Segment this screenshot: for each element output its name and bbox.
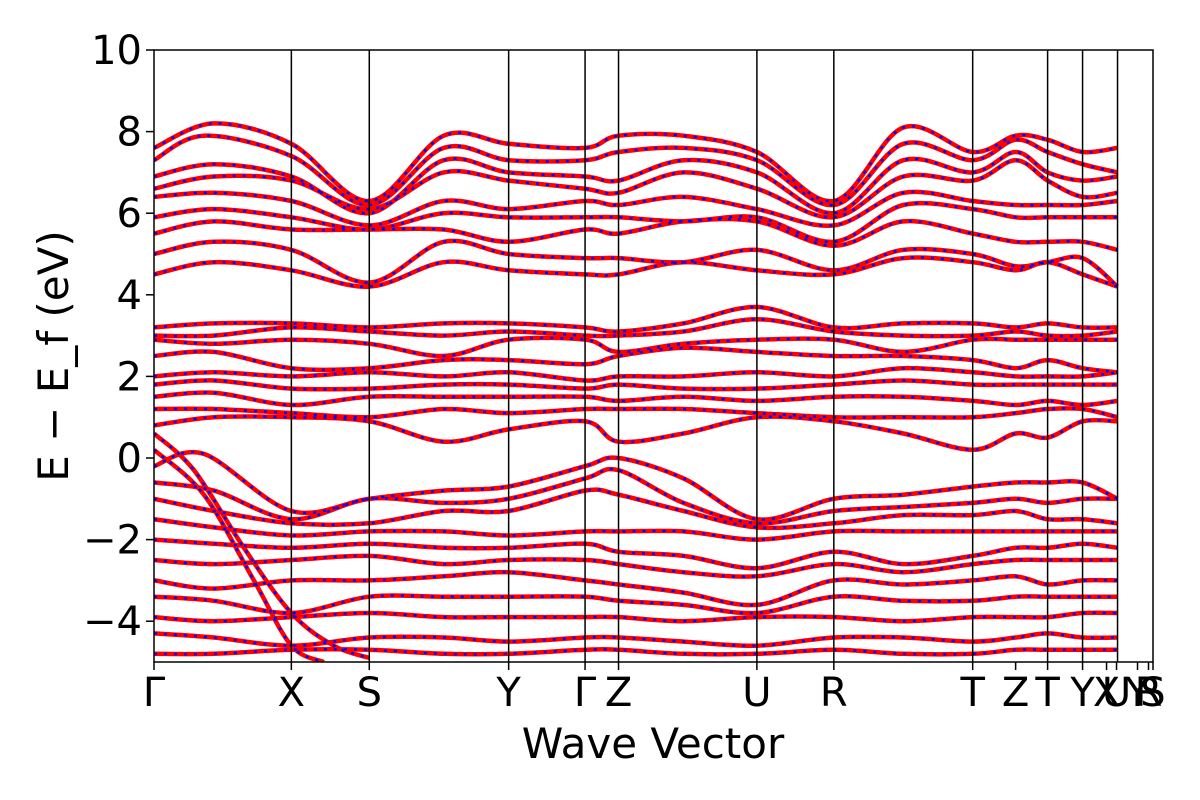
y-axis-label: E − E_f (eV) xyxy=(29,230,78,481)
band-line-blue xyxy=(154,611,1118,623)
x-tick-label: U xyxy=(742,670,771,716)
bands-layer xyxy=(154,121,1119,662)
y-tick-label: −2 xyxy=(83,518,142,564)
x-tick-label: X xyxy=(278,670,305,716)
band-line-blue xyxy=(154,256,1118,288)
band-line-blue xyxy=(154,594,1118,615)
x-tick-label: Y xyxy=(1124,670,1150,716)
x-tick-label: Z xyxy=(605,670,632,716)
band-line-blue xyxy=(154,122,1118,203)
x-tick-label: X xyxy=(1093,670,1120,716)
band-line-blue xyxy=(154,346,1118,374)
x-tick-label: T xyxy=(959,670,985,716)
band-line-blue xyxy=(154,158,1118,219)
x-tick-label: U xyxy=(1102,670,1131,716)
band-line-blue xyxy=(154,554,1118,578)
y-tick-label: 0 xyxy=(117,436,142,482)
band-line-blue xyxy=(154,318,1118,338)
band-line-blue xyxy=(154,379,1118,391)
x-tick-label: T xyxy=(1034,670,1060,716)
band-line-blue xyxy=(154,538,1118,570)
band-line-blue xyxy=(154,517,1118,541)
plot-frame xyxy=(153,49,1154,663)
band-line-blue xyxy=(154,190,1118,228)
x-tick-label: Γ xyxy=(574,670,597,716)
band-line-blue xyxy=(154,448,325,662)
x-tick-label: R xyxy=(1135,670,1163,716)
band-line-blue xyxy=(154,648,1118,656)
y-tick-label: 8 xyxy=(117,110,142,156)
x-tick-label: Y xyxy=(1069,670,1095,716)
x-tick-label: Γ xyxy=(143,670,166,716)
band-line-blue xyxy=(154,407,1118,419)
y-tick-label: 2 xyxy=(117,354,142,400)
band-line-blue xyxy=(154,305,1118,333)
y-tick-label: 10 xyxy=(91,28,142,74)
band-line-blue xyxy=(154,336,1118,358)
y-tick-label: 6 xyxy=(117,191,142,237)
y-tick-label: −4 xyxy=(83,599,142,645)
band-line-blue xyxy=(154,150,1118,215)
band-line-blue xyxy=(154,432,370,660)
band-line-blue xyxy=(154,217,1118,252)
x-axis-label: Wave Vector xyxy=(522,719,785,768)
x-tick-label: R xyxy=(820,670,848,716)
y-axis-ticks: −4 −2 0 2 4 6 8 10 xyxy=(83,28,154,645)
band-line-blue xyxy=(154,366,1118,382)
y-tick-label: 4 xyxy=(117,273,142,319)
band-line-blue xyxy=(154,415,1118,452)
band-line-blue xyxy=(154,134,1118,207)
band-line-blue xyxy=(154,391,1118,407)
band-line-blue xyxy=(154,632,1118,648)
x-tick-label: S xyxy=(1140,670,1165,716)
band-line-red xyxy=(154,487,1118,531)
x-tick-label: S xyxy=(357,670,382,716)
band-line-blue xyxy=(154,570,1118,607)
x-tick-label: Z xyxy=(1002,670,1029,716)
high-symmetry-lines xyxy=(290,50,1119,662)
x-tick-label: Y xyxy=(495,670,521,716)
